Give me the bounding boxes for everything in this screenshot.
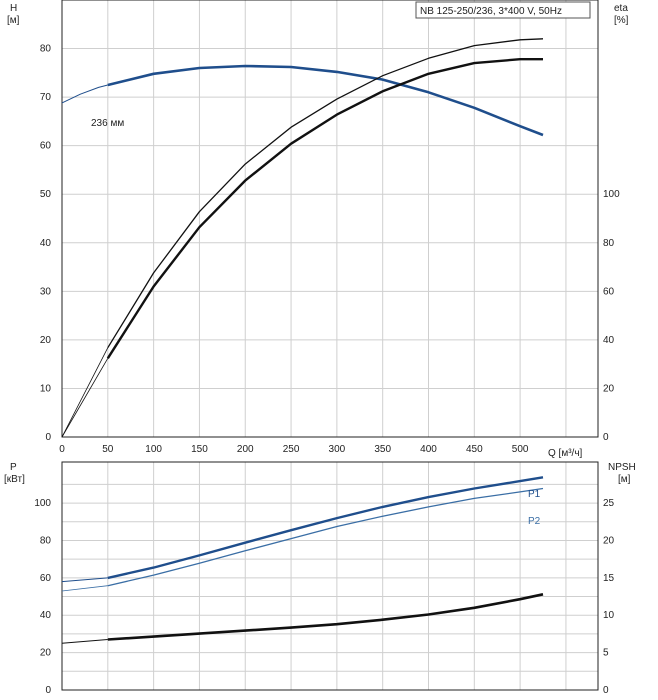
p-tick-label: 20: [40, 648, 52, 659]
p1-label: P1: [528, 489, 541, 500]
p-tick-label: 40: [40, 610, 52, 621]
h-tick-label: 50: [40, 189, 52, 200]
curve-eta_thick: [106, 58, 543, 359]
p-axis-unit: [кВт]: [4, 474, 25, 485]
h-tick-label: 80: [40, 44, 52, 55]
curve-p2: [107, 487, 544, 587]
curve-eta_thick-extension: [61, 358, 109, 438]
x-tick-label: 0: [59, 444, 65, 455]
x-tick-label: 300: [329, 444, 346, 455]
title-box: [415, 1, 591, 19]
h-tick-label: 10: [40, 383, 52, 394]
curve-eta_thin: [107, 38, 544, 349]
npsh-tick-label: 0: [603, 685, 609, 696]
x-tick-label: 200: [237, 444, 254, 455]
eta-tick-label: 100: [603, 189, 620, 200]
eta-tick-label: 0: [603, 432, 609, 443]
curve-h-extension: [61, 84, 108, 104]
x-tick-label: 100: [145, 444, 162, 455]
p-tick-label: 60: [40, 573, 52, 584]
curve-npsh-extension: [61, 639, 108, 644]
eta-tick-label: 60: [603, 286, 615, 297]
bottom-plot-frame: [61, 461, 599, 691]
curve-p1: [107, 476, 544, 580]
x-axis-label: Q [м³/ч]: [548, 448, 583, 459]
curve-npsh: [107, 593, 544, 641]
h-tick-label: 60: [40, 141, 52, 152]
npsh-tick-label: 25: [603, 498, 615, 509]
x-tick-label: 50: [102, 444, 114, 455]
h-axis-label: H: [10, 3, 17, 14]
x-tick-label: 350: [374, 444, 391, 455]
series-layer: [61, 38, 544, 644]
curve-p2-extension: [61, 585, 108, 592]
curve-h: [107, 64, 544, 137]
eta-tick-label: 80: [603, 238, 615, 249]
top-plot-frame: [61, 0, 599, 438]
h-tick-label: 0: [45, 432, 51, 443]
impeller-diameter-label: 236 мм: [91, 118, 124, 129]
x-tick-label: 250: [283, 444, 300, 455]
npsh-tick-label: 5: [603, 648, 609, 659]
x-tick-label: 150: [191, 444, 208, 455]
p-tick-label: 80: [40, 535, 52, 546]
h-tick-label: 40: [40, 238, 52, 249]
h-tick-label: 70: [40, 92, 52, 103]
npsh-tick-label: 15: [603, 573, 615, 584]
p-tick-label: 0: [45, 685, 51, 696]
curve-p1-extension: [61, 577, 108, 583]
p-tick-label: 100: [34, 498, 51, 509]
npsh-tick-label: 10: [603, 610, 615, 621]
eta-tick-label: 20: [603, 383, 615, 394]
npsh-axis-unit: [м]: [618, 474, 631, 485]
h-tick-label: 20: [40, 335, 52, 346]
npsh-tick-label: 20: [603, 535, 615, 546]
p2-label: P2: [528, 516, 541, 527]
tick-layer: 0 50 100 150 200 250 300 350 400 450 5000102030405…: [34, 44, 620, 696]
eta-axis-unit: [%]: [614, 15, 629, 26]
chart-title: NB 125-250/236, 3*400 V, 50Hz: [420, 6, 562, 17]
x-tick-label: 400: [420, 444, 437, 455]
h-tick-label: 30: [40, 286, 52, 297]
p-axis-label: P: [10, 462, 17, 473]
frame-layer: [61, 0, 599, 691]
h-axis-unit: [м]: [7, 15, 20, 26]
x-tick-label: 450: [466, 444, 483, 455]
npsh-axis-label: NPSH: [608, 462, 636, 473]
grid-layer: [62, 0, 598, 690]
x-tick-label: 500: [512, 444, 529, 455]
eta-tick-label: 40: [603, 335, 615, 346]
curve-eta_thin-extension: [61, 347, 109, 438]
eta-axis-label: eta: [614, 3, 628, 14]
